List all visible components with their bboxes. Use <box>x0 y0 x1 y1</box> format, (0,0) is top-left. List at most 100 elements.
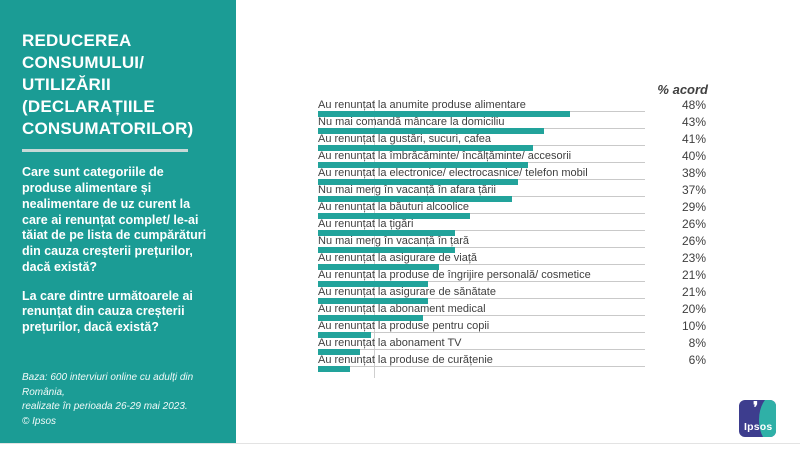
chart-row-top: Au renunțat la produse pentru copii 10% <box>318 319 710 333</box>
bar <box>318 196 513 202</box>
value-label: 38% <box>681 166 706 180</box>
title-divider <box>22 149 188 153</box>
chart-rows: Au renunțat la anumite produse alimentar… <box>318 98 710 378</box>
column-header: % acord <box>657 82 708 97</box>
chart-row-top: Au renunțat la băuturi alcoolice 29% <box>318 201 710 213</box>
footnote-line-3: © Ipsos <box>22 415 57 427</box>
page-title: REDUCEREA CONSUMULUI/ UTILIZĂRII (DECLAR… <box>22 31 194 139</box>
chart-row: Au renunțat la produse pentru copii 10% <box>318 319 710 338</box>
chart-row-top: Au renunțat la țigări 26% <box>318 218 710 230</box>
bar <box>318 366 350 372</box>
category-label: Nu mai merg în vacanță în afara țării <box>318 184 496 196</box>
bar <box>318 332 371 338</box>
chart-row: Au renunțat la abonament medical 20% <box>318 302 710 321</box>
category-label: Nu mai comandă mâncare la domiciliu <box>318 116 505 128</box>
sidebar: REDUCEREA CONSUMULUI/ UTILIZĂRII (DECLAR… <box>0 0 236 443</box>
bar <box>318 247 455 253</box>
category-label: Au renunțat la gustări, sucuri, cafea <box>318 133 492 145</box>
value-label: 8% <box>688 336 706 350</box>
category-label: Au renunțat la îmbrăcăminte/ încălțămint… <box>318 150 572 162</box>
chart-row: Au renunțat la abonament TV 8% <box>318 336 710 355</box>
category-label: Au renunțat la asigurare de sănătate <box>318 286 496 298</box>
bar <box>318 315 423 321</box>
chart-row-top: Au renunțat la produse de curățenie 6% <box>318 354 710 366</box>
chart-row: Nu mai comandă mâncare la domiciliu 43% <box>318 115 710 134</box>
vertical-gridline <box>374 100 375 378</box>
slide-footer-rule <box>0 443 800 444</box>
row-rule <box>318 281 645 282</box>
value-label: 48% <box>681 98 706 112</box>
bar-track <box>318 366 645 372</box>
bar-track <box>318 247 645 253</box>
bar-track <box>318 213 645 219</box>
value-label: 43% <box>681 115 706 129</box>
chart-row-top: Au renunțat la asigurare de sănătate 21% <box>318 286 710 298</box>
chart-row: Au renunțat la produse de îngrijire pers… <box>318 268 710 287</box>
bar <box>318 145 534 151</box>
chart-row-top: Au renunțat la gustări, sucuri, cafea 41… <box>318 133 710 145</box>
bar-track <box>318 315 645 321</box>
bar <box>318 213 471 219</box>
bar-track <box>318 230 645 236</box>
category-label: Au renunțat la țigări <box>318 218 414 230</box>
question-text-2: La care dintre următoarele ai renunțat d… <box>22 288 193 335</box>
footnote-line-2: realizate în perioada 26-29 mai 2023. <box>22 401 188 412</box>
chart-row: Nu mai merg în vacanță în țară 26% <box>318 234 710 253</box>
base-footnote: Baza: 600 interviuri online cu adulți di… <box>22 371 222 429</box>
bar <box>318 128 544 134</box>
bar <box>318 111 570 117</box>
value-label: 21% <box>681 268 706 282</box>
bar-track <box>318 145 645 151</box>
value-label: 40% <box>681 149 706 163</box>
row-rule <box>318 349 645 350</box>
bar <box>318 281 429 287</box>
bar <box>318 349 360 355</box>
chart-row-top: Au renunțat la îmbrăcăminte/ încălțămint… <box>318 149 710 163</box>
row-rule <box>318 298 645 299</box>
category-label: Nu mai merg în vacanță în țară <box>318 235 470 247</box>
chart-row: Au renunțat la țigări 26% <box>318 218 710 236</box>
chart-row: Au renunțat la gustări, sucuri, cafea 41… <box>318 133 710 151</box>
chart-row: Au renunțat la asigurare de sănătate 21% <box>318 286 710 304</box>
bar <box>318 230 455 236</box>
value-label: 23% <box>681 251 706 265</box>
chart-row: Au renunțat la anumite produse alimentar… <box>318 98 710 117</box>
row-rule <box>318 315 645 316</box>
value-label: 20% <box>681 302 706 316</box>
logo-teal-curve <box>759 400 776 437</box>
category-label: Au renunțat la asigurare de viață <box>318 252 477 264</box>
chart-row-top: Au renunțat la anumite produse alimentar… <box>318 98 710 112</box>
chart-row-top: Nu mai merg în vacanță în țară 26% <box>318 234 710 248</box>
chart-row-top: Nu mai merg în vacanță în afara țării 37… <box>318 183 710 197</box>
bar <box>318 264 439 270</box>
chart-row: Au renunțat la asigurare de viață 23% <box>318 251 710 270</box>
question-text-1: Care sunt categoriile de produse aliment… <box>22 165 207 274</box>
value-label: 26% <box>681 234 706 248</box>
bar-track <box>318 264 645 270</box>
bar-track <box>318 298 645 304</box>
bar-track <box>318 332 645 338</box>
category-label: Au renunțat la anumite produse alimentar… <box>318 99 526 111</box>
value-label: 10% <box>681 319 706 333</box>
bar-track <box>318 281 645 287</box>
category-label: Au renunțat la băuturi alcoolice <box>318 201 470 213</box>
bar-chart: % acord Au renunțat la anumite produse a… <box>318 82 710 378</box>
category-label: Au renunțat la produse pentru copii <box>318 320 490 332</box>
logo-text: Ipsos <box>744 421 773 433</box>
category-label: Au renunțat la produse de îngrijire pers… <box>318 269 591 281</box>
chart-row-top: Nu mai comandă mâncare la domiciliu 43% <box>318 115 710 129</box>
logo-quote-icon: ❜ <box>753 400 759 417</box>
chart-row: Nu mai merg în vacanță în afara țării 37… <box>318 183 710 202</box>
category-label: Au renunțat la electronice/ electrocasni… <box>318 167 588 179</box>
chart-row-top: Au renunțat la electronice/ electrocasni… <box>318 166 710 180</box>
row-rule <box>318 332 645 333</box>
category-label: Au renunțat la abonament TV <box>318 337 462 349</box>
bar-track <box>318 196 645 202</box>
chart-row-top: Au renunțat la asigurare de viață 23% <box>318 251 710 265</box>
bar-track <box>318 179 645 185</box>
footnote-line-1: Baza: 600 interviuri online cu adulți di… <box>22 372 194 398</box>
category-label: Au renunțat la produse de curățenie <box>318 354 493 366</box>
row-rule <box>318 264 645 265</box>
value-label: 37% <box>681 183 706 197</box>
